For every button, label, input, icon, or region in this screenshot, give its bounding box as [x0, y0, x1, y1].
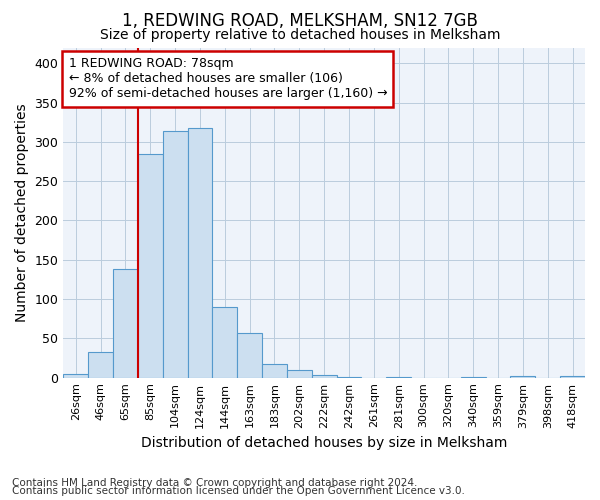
Bar: [386, 377, 411, 378]
Bar: [287, 370, 312, 378]
Bar: [461, 377, 485, 378]
Text: Size of property relative to detached houses in Melksham: Size of property relative to detached ho…: [100, 28, 500, 42]
Y-axis label: Number of detached properties: Number of detached properties: [15, 104, 29, 322]
Bar: [138, 154, 163, 378]
Bar: [511, 376, 535, 378]
Bar: [188, 128, 212, 378]
Text: Contains public sector information licensed under the Open Government Licence v3: Contains public sector information licen…: [12, 486, 465, 496]
Bar: [337, 377, 361, 378]
Bar: [88, 352, 113, 378]
Text: 1 REDWING ROAD: 78sqm
← 8% of detached houses are smaller (106)
92% of semi-deta: 1 REDWING ROAD: 78sqm ← 8% of detached h…: [68, 58, 387, 100]
Bar: [63, 374, 88, 378]
Bar: [560, 376, 585, 378]
Bar: [163, 131, 188, 378]
Bar: [212, 307, 237, 378]
Bar: [113, 269, 138, 378]
Bar: [262, 364, 287, 378]
Bar: [237, 333, 262, 378]
Bar: [312, 376, 337, 378]
X-axis label: Distribution of detached houses by size in Melksham: Distribution of detached houses by size …: [141, 436, 508, 450]
Text: 1, REDWING ROAD, MELKSHAM, SN12 7GB: 1, REDWING ROAD, MELKSHAM, SN12 7GB: [122, 12, 478, 30]
Text: Contains HM Land Registry data © Crown copyright and database right 2024.: Contains HM Land Registry data © Crown c…: [12, 478, 418, 488]
